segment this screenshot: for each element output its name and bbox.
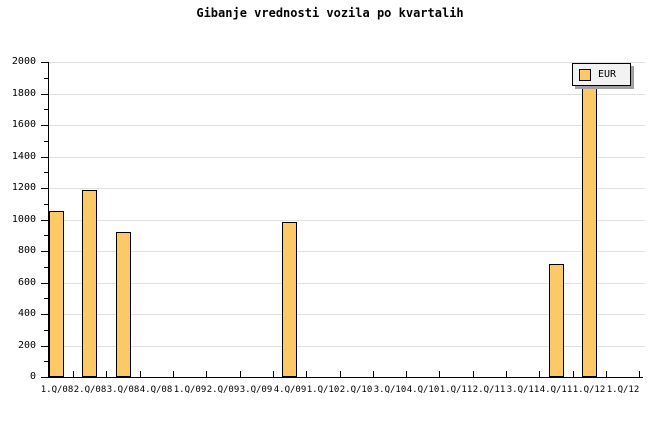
y-tick-label: 800: [17, 245, 36, 256]
gridline-1800: [49, 94, 645, 95]
x-tick: [273, 371, 274, 377]
y-tick-label: 1400: [11, 151, 36, 162]
legend-label: EUR: [598, 69, 617, 80]
gridline-1400: [49, 157, 645, 158]
bar-2.Q/08: [82, 190, 97, 377]
x-tick-label: 4.Q/11: [539, 385, 573, 395]
y-minor-tick: [44, 298, 48, 299]
x-tick-label: 3.Q/08: [106, 385, 140, 395]
y-minor-tick: [44, 267, 48, 268]
y-minor-tick: [44, 172, 48, 173]
x-tick-label: 2.Q/09: [206, 385, 240, 395]
x-tick: [473, 371, 474, 377]
x-tick-label: 4.Q/08: [139, 385, 173, 395]
x-tick: [240, 371, 241, 377]
y-tick-label: 1600: [11, 119, 36, 130]
y-minor-tick: [44, 235, 48, 236]
legend: EUR: [572, 63, 631, 86]
x-tick-label: 4.Q/09: [273, 385, 307, 395]
y-major-tick: [41, 283, 48, 284]
gridline-1600: [49, 125, 645, 126]
x-tick-label: 2.Q/10: [339, 385, 373, 395]
y-tick-label: 1200: [11, 182, 36, 193]
x-tick: [606, 371, 607, 377]
gridline-400: [49, 314, 645, 315]
x-tick: [73, 371, 74, 377]
y-major-tick: [41, 188, 48, 189]
y-major-tick: [41, 157, 48, 158]
x-tick: [506, 371, 507, 377]
x-tick-label: 1.Q/10: [306, 385, 340, 395]
x-tick-label: 1.Q/11: [439, 385, 473, 395]
gridline-200: [49, 346, 645, 347]
gridline-600: [49, 283, 645, 284]
y-tick-label: 200: [17, 340, 36, 351]
x-tick-label: 3.Q/10: [373, 385, 407, 395]
x-tick-label: 4.Q/10: [406, 385, 440, 395]
y-tick-label: 400: [17, 308, 36, 319]
bar-3.Q/08: [116, 232, 131, 377]
x-tick: [106, 371, 107, 377]
x-tick: [439, 371, 440, 377]
x-tick: [206, 371, 207, 377]
y-major-tick: [41, 62, 48, 63]
bar-1.Q/08: [49, 211, 64, 377]
y-minor-tick: [44, 204, 48, 205]
x-tick: [406, 371, 407, 377]
plot-area: [48, 62, 643, 378]
x-tick: [306, 371, 307, 377]
y-major-tick: [41, 377, 48, 378]
y-major-tick: [41, 346, 48, 347]
chart-title: Gibanje vrednosti vozila po kvartalih: [196, 6, 464, 20]
x-tick-label: 1.Q/12: [606, 385, 640, 395]
y-major-tick: [41, 94, 48, 95]
x-tick-label: 2.Q/11: [472, 385, 506, 395]
y-major-tick: [41, 125, 48, 126]
bar-4.Q/09: [282, 222, 297, 377]
x-tick-label: 1.Q/12: [572, 385, 606, 395]
x-tick: [639, 371, 640, 377]
x-tick: [173, 371, 174, 377]
bar-4.Q/11: [549, 264, 564, 377]
y-tick-label: 2000: [11, 56, 36, 67]
gridline-2000: [49, 62, 645, 63]
x-tick-label: 2.Q/08: [73, 385, 107, 395]
x-tick: [340, 371, 341, 377]
y-minor-tick: [44, 109, 48, 110]
x-tick: [140, 371, 141, 377]
x-tick-label: 1.Q/08: [40, 385, 74, 395]
legend-swatch-icon: [579, 68, 591, 81]
x-tick: [373, 371, 374, 377]
x-tick: [539, 371, 540, 377]
y-tick-label: 1800: [11, 88, 36, 99]
y-tick-label: 600: [17, 277, 36, 288]
y-minor-tick: [44, 330, 48, 331]
y-major-tick: [41, 314, 48, 315]
y-minor-tick: [44, 78, 48, 79]
gridline-800: [49, 251, 645, 252]
bar-1.Q/12: [582, 78, 597, 377]
x-tick-label: 3.Q/09: [239, 385, 273, 395]
y-tick-label: 0: [29, 371, 36, 382]
x-tick-label: 3.Q/11: [506, 385, 540, 395]
x-tick-label: 1.Q/09: [173, 385, 207, 395]
gridline-1000: [49, 220, 645, 221]
y-tick-label: 1000: [11, 214, 36, 225]
y-minor-tick: [44, 361, 48, 362]
y-minor-tick: [44, 141, 48, 142]
y-major-tick: [41, 251, 48, 252]
y-major-tick: [41, 220, 48, 221]
gridline-1200: [49, 188, 645, 189]
x-tick: [573, 371, 574, 377]
